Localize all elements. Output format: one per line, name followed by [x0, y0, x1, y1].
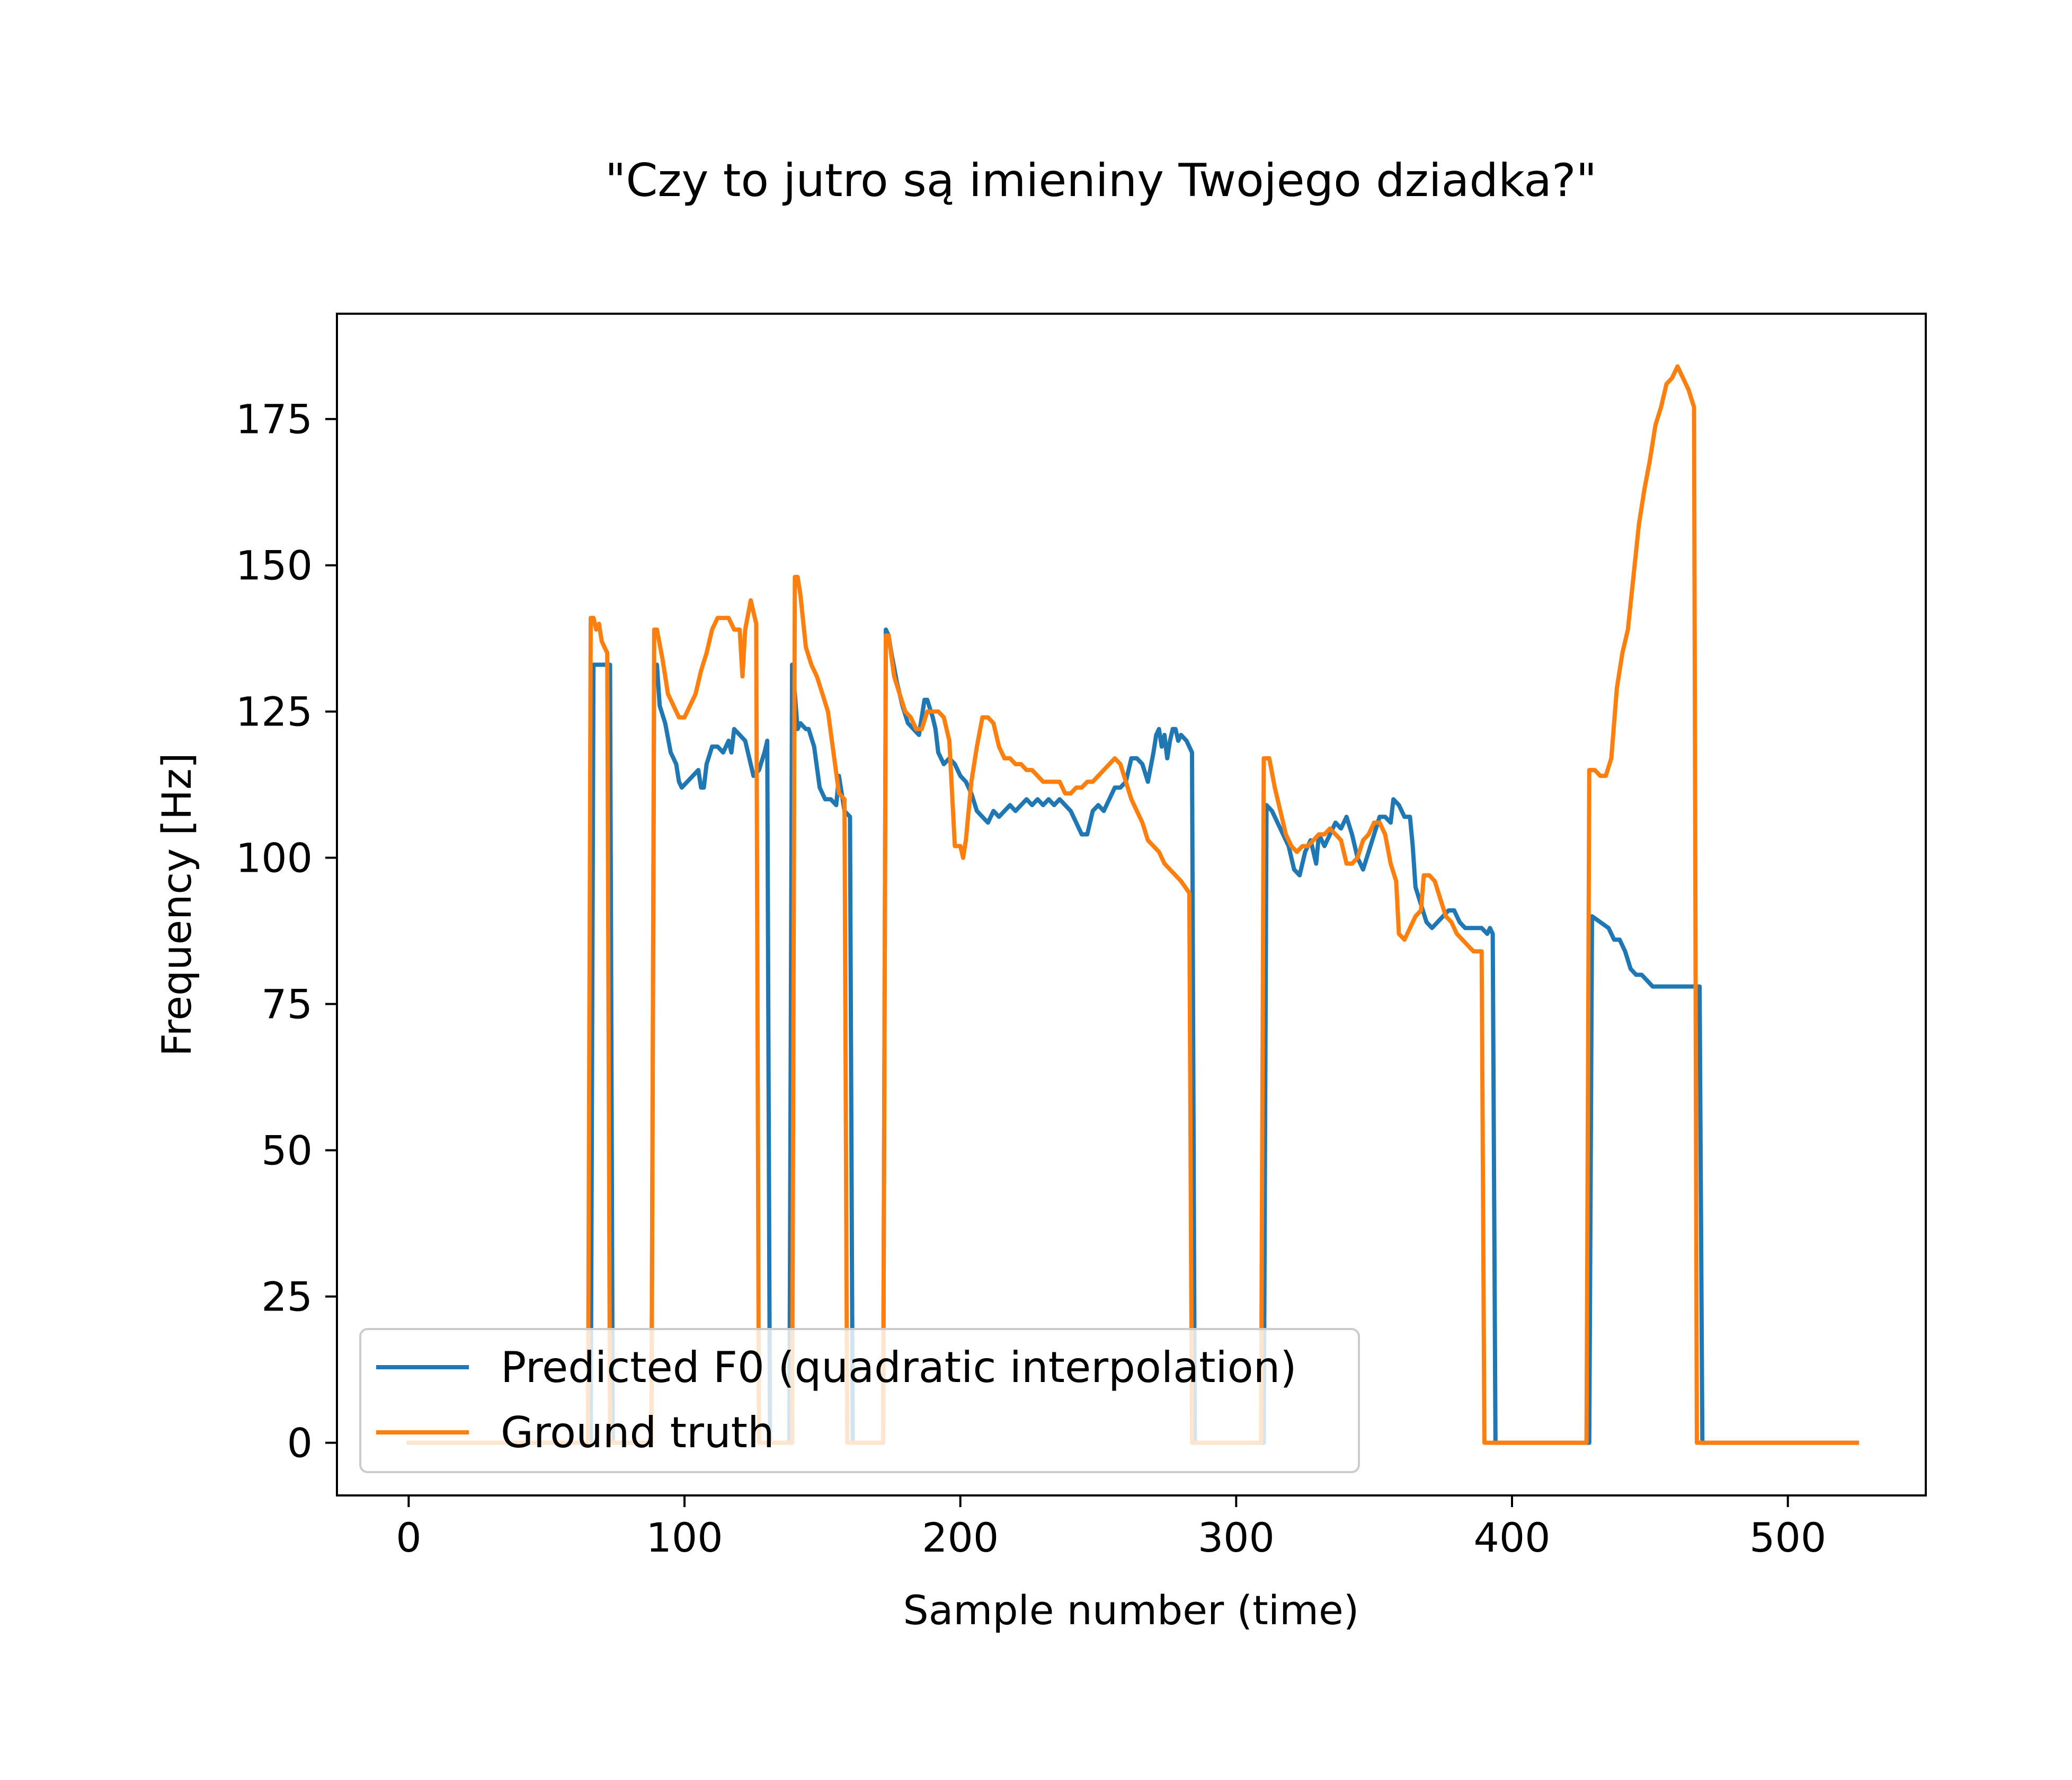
y-axis-label: Frequency [Hz] — [153, 752, 200, 1056]
legend-box — [359, 1328, 1360, 1473]
plot-frame — [336, 313, 1927, 1496]
y-tick-label: 150 — [236, 542, 313, 589]
legend: Predicted F0 (quadratic interpolation) G… — [359, 1328, 1360, 1473]
legend-label-ground-truth: Ground truth — [501, 1408, 775, 1457]
x-axis-ticks: 0 100 200 300 400 500 — [396, 1495, 1826, 1561]
y-tick-label: 175 — [236, 396, 313, 443]
series-line-1 — [406, 364, 1859, 1445]
x-tick-label: 100 — [646, 1514, 723, 1561]
plot-area — [336, 313, 1927, 1496]
y-tick-label: 0 — [287, 1420, 313, 1467]
y-tick-label: 50 — [261, 1127, 313, 1174]
x-tick-label: 0 — [396, 1514, 421, 1561]
y-axis-ticks: 0 25 50 75 100 125 150 175 — [236, 396, 337, 1467]
x-tick-label: 400 — [1473, 1514, 1550, 1561]
y-tick-label: 25 — [261, 1273, 313, 1321]
x-tick-label: 500 — [1749, 1514, 1826, 1561]
x-axis-label: Sample number (time) — [903, 1587, 1359, 1634]
x-tick-label: 300 — [1198, 1514, 1275, 1561]
y-tick-label: 125 — [236, 688, 313, 736]
y-tick-label: 75 — [261, 981, 313, 1028]
chart-title: "Czy to jutro są imieniny Twojego dziadk… — [605, 154, 1597, 207]
x-tick-label: 200 — [922, 1514, 999, 1561]
legend-label-predicted: Predicted F0 (quadratic interpolation) — [501, 1343, 1297, 1392]
series-layer — [406, 364, 1859, 1445]
y-tick-label: 100 — [236, 835, 313, 882]
plot-background — [337, 314, 1926, 1495]
